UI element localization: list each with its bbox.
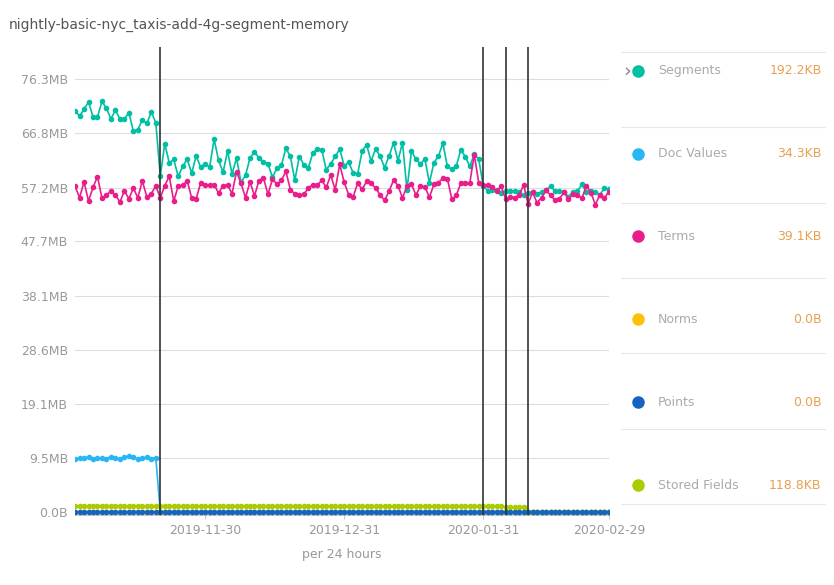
Text: 39.1KB: 39.1KB xyxy=(777,230,821,243)
X-axis label: per 24 hours: per 24 hours xyxy=(302,548,382,561)
Text: 34.3KB: 34.3KB xyxy=(777,147,821,160)
Text: 0.0B: 0.0B xyxy=(793,395,821,409)
Text: Stored Fields: Stored Fields xyxy=(658,479,739,491)
Text: ›: › xyxy=(623,61,631,80)
Text: 192.2KB: 192.2KB xyxy=(769,64,821,77)
Text: Norms: Norms xyxy=(658,313,699,326)
Text: Points: Points xyxy=(658,395,696,409)
Text: Terms: Terms xyxy=(658,230,695,243)
Text: nightly-basic-nyc_taxis-add-4g-segment-memory: nightly-basic-nyc_taxis-add-4g-segment-m… xyxy=(8,18,349,32)
Text: Doc Values: Doc Values xyxy=(658,147,727,160)
Text: Segments: Segments xyxy=(658,64,721,77)
Text: 0.0B: 0.0B xyxy=(793,313,821,326)
Text: 118.8KB: 118.8KB xyxy=(769,479,821,491)
